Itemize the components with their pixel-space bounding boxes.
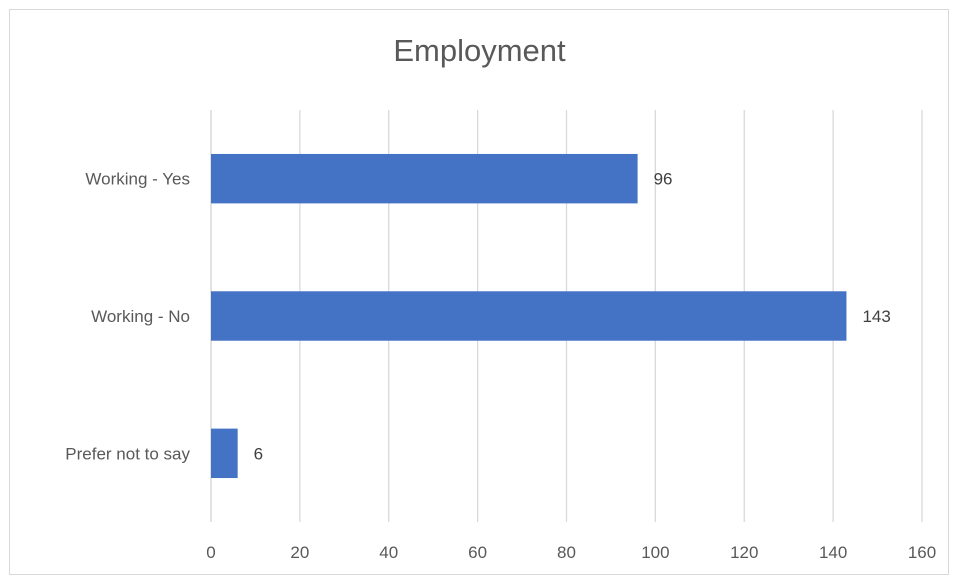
bar-prefer-not-to-say: [211, 428, 238, 479]
x-tick-label-100: 100: [641, 543, 669, 562]
x-tick-label-140: 140: [819, 543, 847, 562]
x-tick-label-20: 20: [290, 543, 309, 562]
data-label-working-yes: 96: [654, 170, 673, 189]
category-label-working-yes: Working - Yes: [85, 170, 190, 189]
x-tick-labels: 0 20 40 60 80 100 120 140 160: [206, 543, 936, 562]
chart-title: Employment: [393, 33, 566, 68]
category-label-working-no: Working - No: [91, 307, 190, 326]
bar-working-yes: [211, 153, 638, 204]
x-tick-label-60: 60: [468, 543, 487, 562]
data-label-prefer-not-to-say: 6: [254, 444, 263, 463]
data-labels: 96 143 6: [254, 170, 891, 464]
category-label-prefer-not-to-say: Prefer not to say: [65, 444, 190, 463]
bar-working-no: [211, 291, 847, 341]
x-tick-label-120: 120: [730, 543, 758, 562]
x-tick-label-0: 0: [206, 543, 215, 562]
bars: [211, 153, 847, 479]
category-labels: Working - Yes Working - No Prefer not to s…: [65, 170, 190, 464]
x-tick-label-160: 160: [908, 543, 936, 562]
x-tick-label-40: 40: [379, 543, 398, 562]
data-label-working-no: 143: [862, 307, 890, 326]
x-tick-label-80: 80: [557, 543, 576, 562]
